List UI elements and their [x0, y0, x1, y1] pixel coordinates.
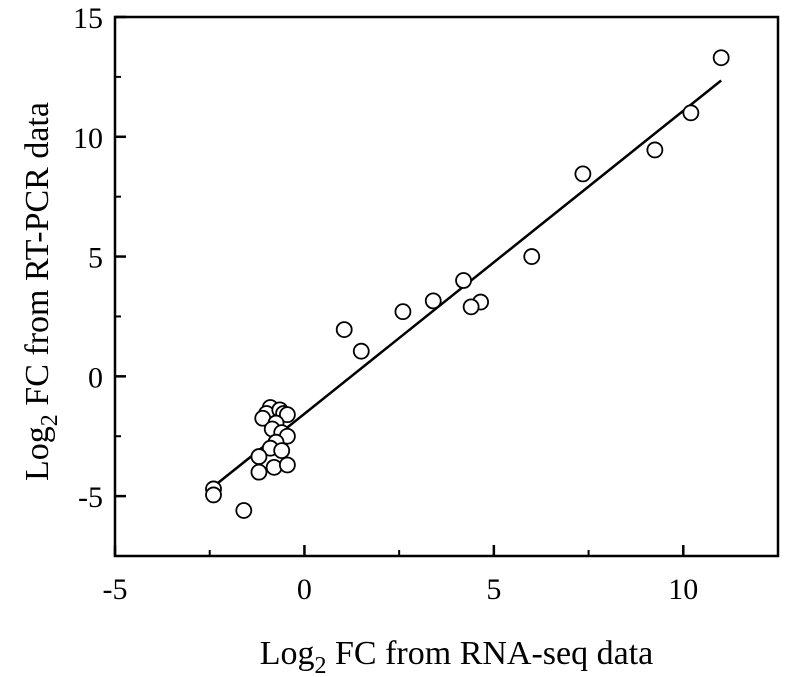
- axis-layer: -5 0 5 10 -5 0 5 10 15: [73, 2, 698, 606]
- data-point: [273, 442, 291, 459]
- data-point: [462, 298, 480, 316]
- x-axis-title-rest: FC from RNA-seq data: [327, 635, 654, 672]
- data-point: [278, 406, 296, 424]
- y-tick-label: 5: [88, 242, 103, 275]
- x-tick-label: 10: [668, 573, 698, 606]
- data-point: [712, 49, 730, 67]
- y-tick-label: 15: [73, 2, 103, 35]
- data-point: [250, 448, 268, 465]
- data-point: [455, 272, 472, 289]
- x-tick-label: 0: [297, 573, 312, 606]
- data-point: [235, 502, 253, 519]
- x-tick-label: -5: [103, 573, 128, 606]
- plot-layer: [205, 49, 730, 519]
- y-axis-title-main: Log: [19, 426, 56, 481]
- data-point: [205, 486, 222, 504]
- data-point: [682, 104, 700, 122]
- x-axis-title-main: Log: [260, 635, 315, 672]
- data-point: [352, 342, 370, 360]
- x-axis-title-sub: 2: [315, 653, 327, 677]
- y-axis-title-sub: 2: [37, 414, 63, 426]
- data-point: [424, 292, 442, 310]
- data-point: [278, 456, 296, 474]
- y-tick-label: 10: [73, 122, 103, 155]
- x-tick-label: 5: [486, 573, 501, 606]
- data-point: [250, 463, 268, 481]
- data-point: [394, 303, 412, 321]
- data-point: [335, 321, 353, 339]
- data-point: [523, 248, 541, 265]
- y-tick-label: -5: [78, 481, 103, 514]
- data-point: [574, 165, 592, 183]
- x-axis-title: Log2 FC from RNA-seq data: [260, 635, 654, 677]
- y-axis-title-rest: FC from RT-PCR data: [19, 102, 56, 414]
- data-point: [646, 141, 664, 159]
- plot-frame: [113, 15, 780, 558]
- y-tick-label: 0: [88, 361, 103, 394]
- y-axis-title: Log2 FC from RT-PCR data: [19, 102, 63, 481]
